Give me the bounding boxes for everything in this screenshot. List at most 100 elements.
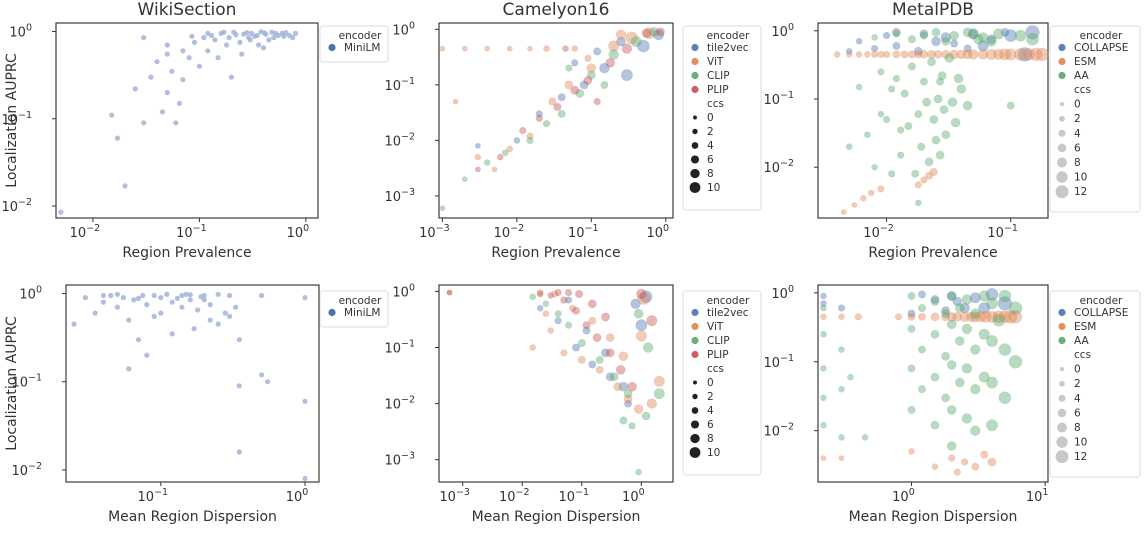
data-point <box>941 50 951 59</box>
data-point <box>266 37 272 43</box>
data-point <box>543 45 550 52</box>
data-point <box>483 159 491 166</box>
data-point <box>259 292 265 299</box>
data-point <box>922 97 931 107</box>
data-point <box>969 292 981 304</box>
data-point <box>553 102 562 111</box>
data-point <box>1000 27 1010 37</box>
data-point <box>126 366 132 372</box>
data-point <box>986 34 997 45</box>
data-point <box>892 74 901 83</box>
data-point <box>215 291 221 297</box>
data-point <box>860 195 867 202</box>
legend-size-label: 0 <box>1074 99 1081 111</box>
data-point <box>605 333 615 342</box>
data-point <box>864 51 871 58</box>
data-point <box>950 39 959 48</box>
data-point <box>564 296 573 304</box>
data-point <box>135 295 142 301</box>
data-point <box>913 46 923 56</box>
data-point <box>641 411 651 421</box>
data-point <box>265 379 271 385</box>
data-point <box>838 346 845 353</box>
legend-size-label: 8 <box>707 433 714 445</box>
legend-size-label: 8 <box>1074 422 1081 434</box>
data-point <box>144 352 150 358</box>
legend-marker <box>691 350 699 359</box>
legend-box <box>319 25 389 63</box>
legend-size-label: 4 <box>707 140 714 152</box>
data-point <box>882 31 891 40</box>
data-point <box>977 40 989 52</box>
data-point <box>871 163 878 171</box>
data-point <box>952 311 963 322</box>
legend-size-title: ccs <box>707 363 724 375</box>
legend-size-marker <box>690 168 700 179</box>
x-tick-label: 10−2 <box>70 223 101 241</box>
legend-marker <box>691 85 699 94</box>
data-point <box>653 29 665 41</box>
data-point <box>201 297 207 303</box>
data-point <box>930 312 940 322</box>
legend-size-label: 10 <box>1074 172 1087 184</box>
data-point <box>452 98 459 105</box>
y-tick-label: 10−1 <box>763 353 794 371</box>
data-point <box>526 132 534 140</box>
x-tick-label: 10−2 <box>863 223 894 241</box>
x-tick-label: 10−1 <box>568 223 599 241</box>
data-point <box>882 115 891 124</box>
data-point <box>191 326 197 332</box>
x-tick-label: 100 <box>622 487 645 505</box>
data-point <box>169 299 175 305</box>
data-point <box>961 363 973 374</box>
data-point <box>820 455 827 461</box>
data-point <box>907 62 916 71</box>
data-point <box>236 449 242 455</box>
legend-size-label: 10 <box>707 447 720 459</box>
data-point <box>547 327 555 334</box>
data-point <box>132 86 138 92</box>
data-point <box>439 45 446 52</box>
data-point <box>925 171 934 180</box>
data-point <box>215 55 221 61</box>
legend-marker <box>328 308 336 317</box>
chart-title: MetalPDB <box>892 0 974 20</box>
data-point <box>933 50 943 59</box>
data-point <box>506 145 514 153</box>
legend-marker <box>691 308 699 317</box>
data-point <box>176 100 183 106</box>
x-tick-label: 100 <box>286 487 309 505</box>
data-point <box>226 35 232 41</box>
data-point <box>158 295 164 301</box>
legend-title: encoder <box>707 295 750 307</box>
y-tick-label: 100 <box>392 20 415 38</box>
data-point <box>135 337 142 343</box>
legend-size-marker <box>689 182 701 193</box>
legend-marker <box>691 57 699 66</box>
y-tick-label: 10−1 <box>384 338 415 356</box>
data-point <box>877 185 885 193</box>
legend-box <box>1049 25 1141 213</box>
data-point <box>837 304 846 312</box>
data-point <box>930 372 940 382</box>
data-point <box>599 62 610 74</box>
data-point <box>907 405 916 414</box>
data-point <box>554 317 562 325</box>
data-point <box>993 28 1005 40</box>
data-point <box>586 70 596 80</box>
legend-box <box>1049 290 1141 478</box>
data-point <box>529 293 537 301</box>
data-point <box>474 153 482 161</box>
data-point <box>575 89 585 98</box>
data-point <box>888 85 896 93</box>
data-point <box>587 299 597 309</box>
data-point <box>914 199 922 207</box>
data-point <box>259 372 265 378</box>
data-point <box>630 36 642 48</box>
data-point <box>484 45 491 52</box>
data-point <box>227 292 233 299</box>
data-point <box>959 302 970 314</box>
data-point <box>941 393 950 403</box>
